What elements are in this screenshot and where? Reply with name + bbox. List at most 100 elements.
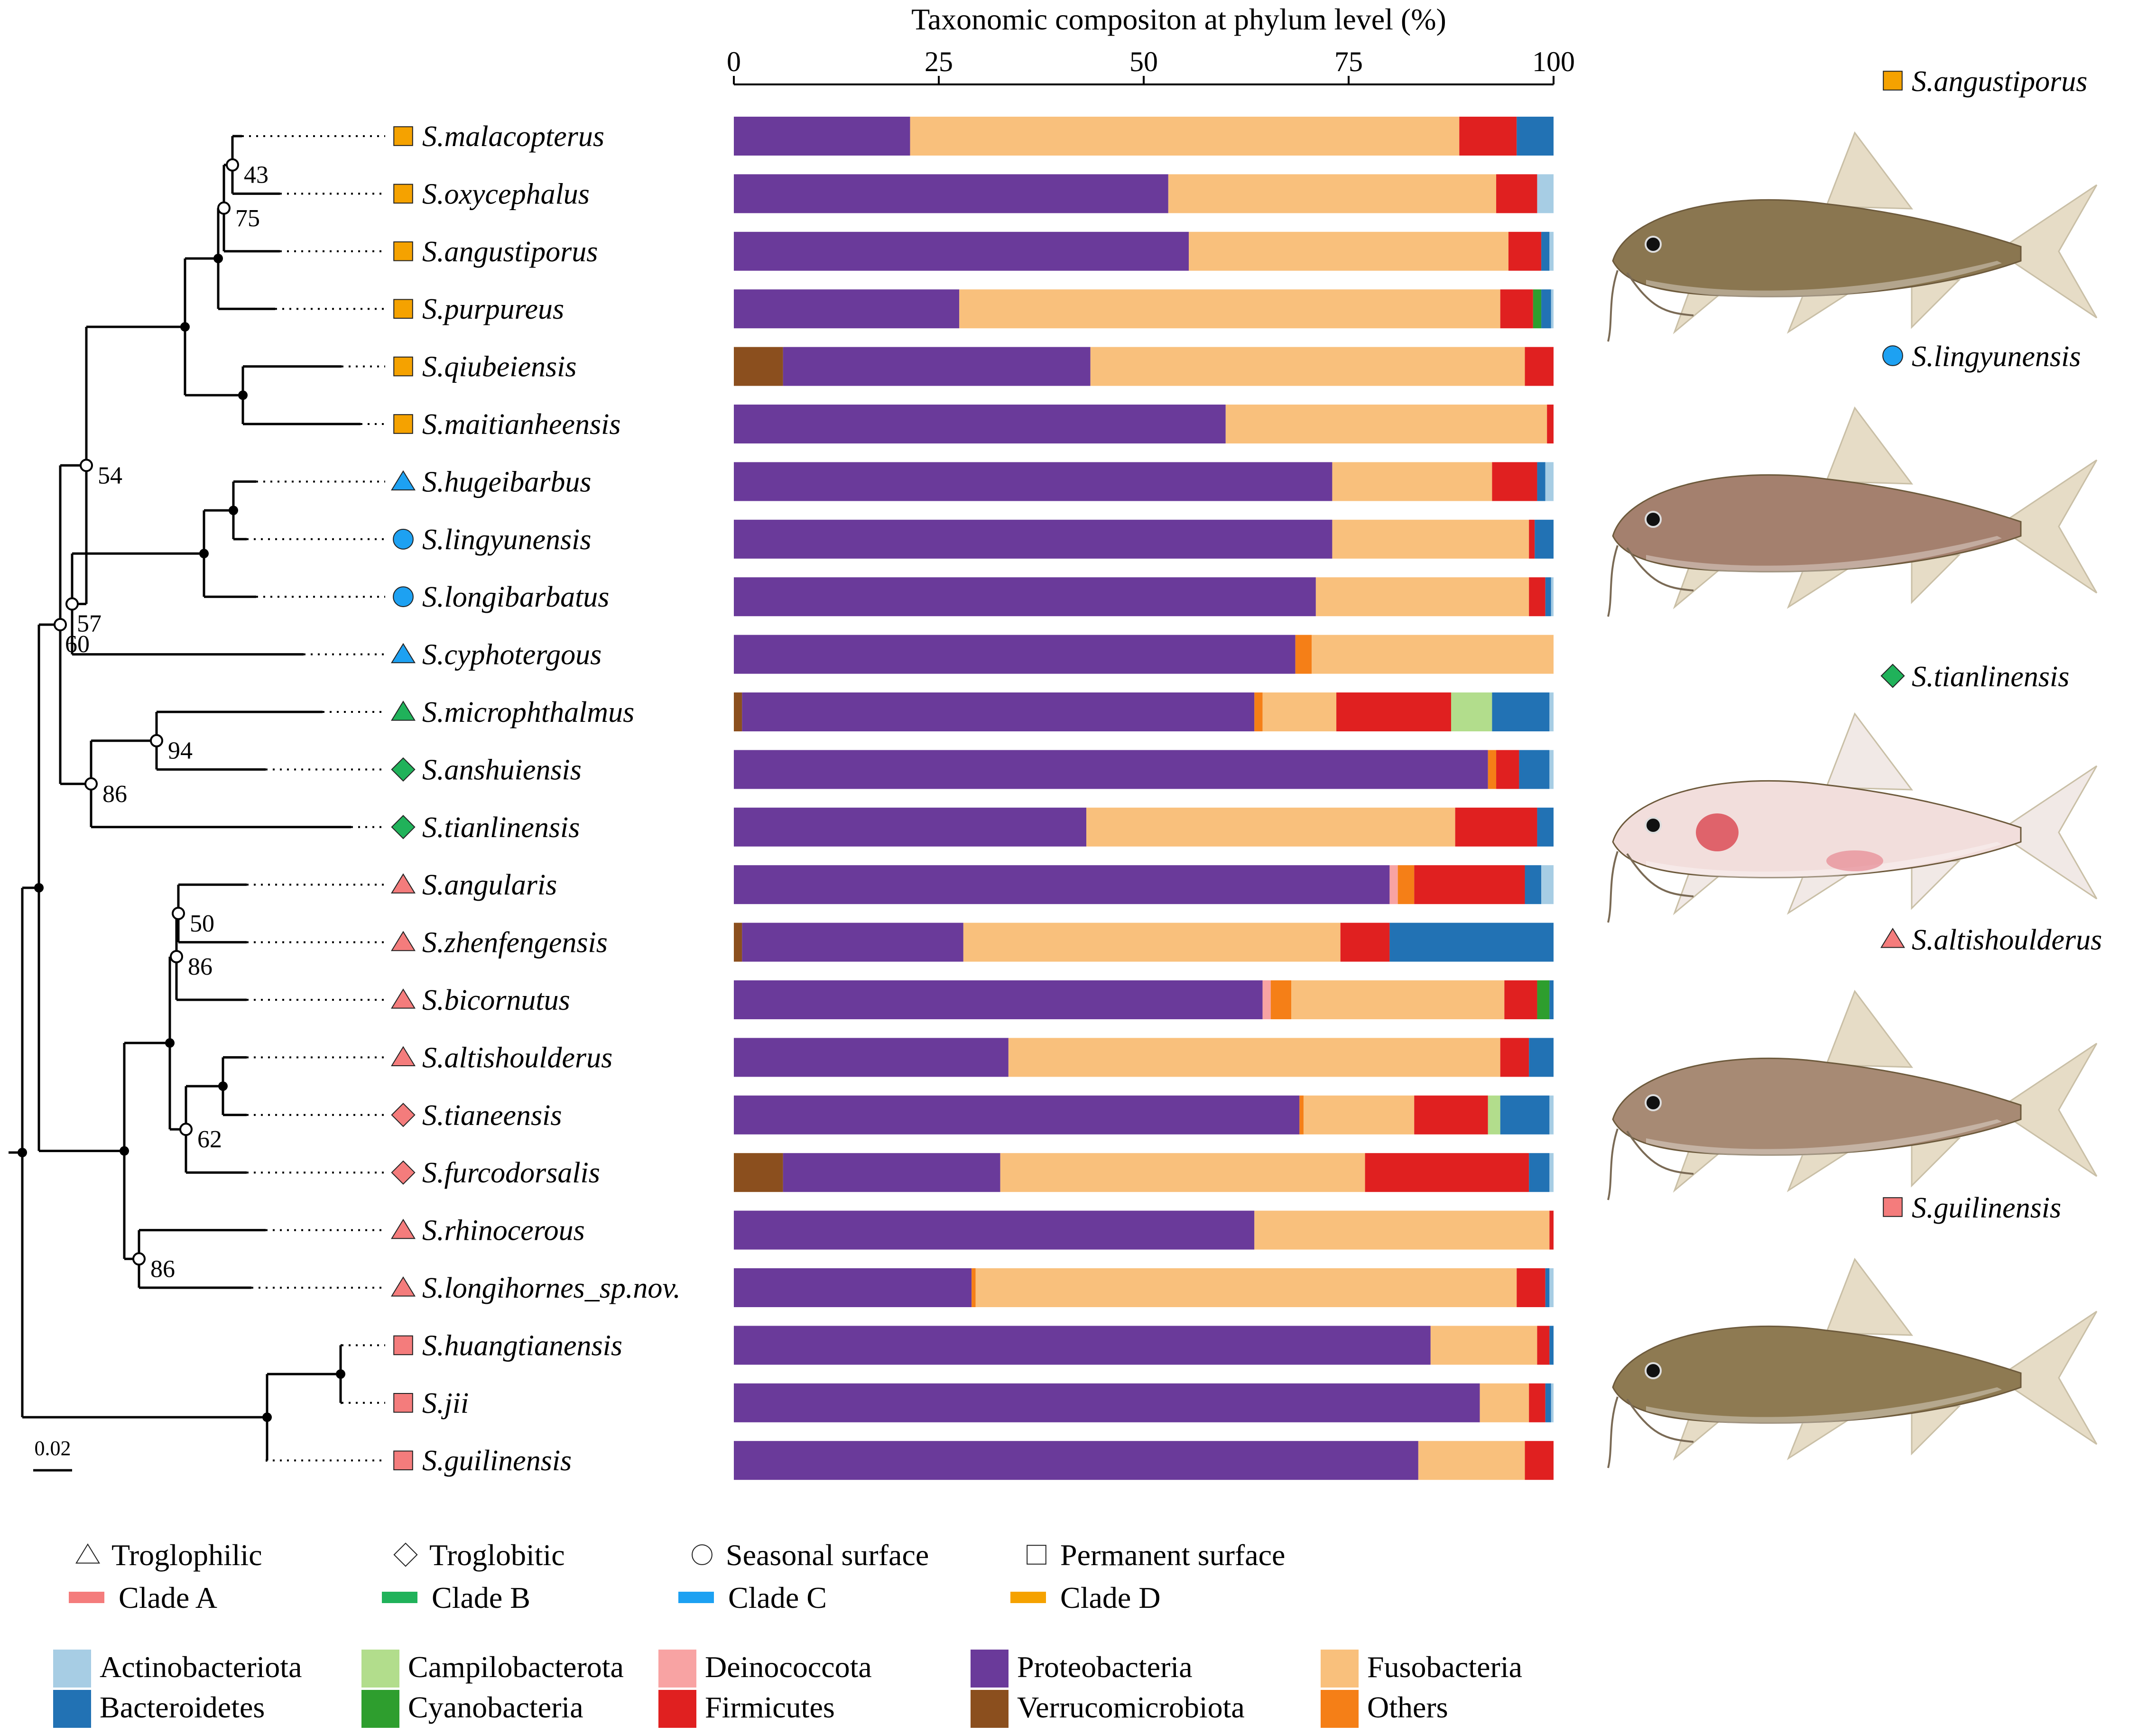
fish-tail xyxy=(1996,184,2098,319)
legend-phylum-label: Fusobacteria xyxy=(1367,1650,1522,1684)
fish-belly xyxy=(1646,1387,2002,1425)
bar-segment-firmicutes xyxy=(1517,1268,1545,1307)
fish-anal-fin xyxy=(1911,860,1961,910)
bar-segment-firmicutes xyxy=(1529,577,1545,617)
legend-clade-swatch xyxy=(1010,1592,1046,1603)
species-label: S.zhenfengensis xyxy=(422,927,608,959)
fish-eye xyxy=(1645,236,1662,253)
habitat-marker xyxy=(391,1103,416,1127)
bar-segment-actinobacteriota xyxy=(1541,865,1554,904)
legend-habitat-label: Permanent surface xyxy=(1060,1538,1285,1572)
bar-segment-deinococcota xyxy=(1389,865,1398,904)
bar-segment-proteobacteria xyxy=(734,405,1226,443)
fish-barbel xyxy=(1607,545,1619,617)
bar-segment-firmicutes xyxy=(1547,405,1554,443)
bar-segment-fusobacteria xyxy=(1332,519,1529,559)
legend-phylum-swatch xyxy=(658,1690,696,1728)
bar-segment-firmicutes xyxy=(1529,519,1535,559)
fish-habitat-marker xyxy=(1880,664,1905,688)
tree-node xyxy=(213,253,223,263)
bar-segment-fusobacteria xyxy=(1291,980,1505,1019)
legend-phylum-label: Bacteroidetes xyxy=(100,1690,265,1724)
legend-habitat-marker xyxy=(692,1544,712,1565)
fish-body xyxy=(1612,1057,2022,1156)
fish-belly xyxy=(1646,536,2002,573)
species-label: S.longihornes_sp.nov. xyxy=(422,1272,681,1304)
bar-segment-bacteroidetes xyxy=(1529,1153,1550,1192)
legend-habitat-label: Troglophilic xyxy=(111,1538,262,1572)
bar-segment-fusobacteria xyxy=(910,117,1460,156)
species-label: S.jii xyxy=(422,1387,469,1420)
legend-phylum-label: Verrucomicrobiota xyxy=(1017,1690,1245,1724)
bootstrap-value: 54 xyxy=(98,462,122,489)
tree-node xyxy=(218,1081,228,1091)
fish-dorsal-fin xyxy=(1825,712,1914,791)
bar-segment-bacteroidetes xyxy=(1545,577,1551,617)
tree-node xyxy=(336,1369,345,1379)
bar-segment-proteobacteria xyxy=(742,922,963,962)
bootstrap-node-open xyxy=(54,618,67,632)
bar-segment-fusobacteria xyxy=(1332,462,1492,501)
fish-label: S.guilinensis xyxy=(1912,1192,2061,1224)
bar-segment-firmicutes xyxy=(1537,1326,1550,1365)
bar-segment-cyanobacteria xyxy=(1537,980,1550,1019)
bar-segment-fusobacteria xyxy=(975,1268,1517,1307)
x-tick-label: 50 xyxy=(1129,46,1158,77)
bar-segment-proteobacteria xyxy=(734,519,1332,559)
fish-eye xyxy=(1645,511,1662,528)
bar-segment-fusobacteria xyxy=(963,922,1341,962)
fish-tail xyxy=(1996,1042,2098,1177)
bootstrap-node-open xyxy=(84,777,98,791)
legend-clade-label: Clade D xyxy=(1060,1581,1161,1614)
bar-segment-bacteroidetes xyxy=(1535,519,1554,559)
bar-segment-bacteroidetes xyxy=(1537,807,1554,847)
legend-clade-swatch xyxy=(382,1592,417,1603)
bar-segment-actinobacteriota xyxy=(1549,750,1554,789)
tree-node xyxy=(262,1412,272,1422)
habitat-marker xyxy=(393,414,413,434)
fish-anal-fin xyxy=(1911,279,1961,329)
fish-photo xyxy=(1607,989,2098,1200)
chart-title: Taxonomic compositon at phylum level (%) xyxy=(911,2,1446,36)
fish-body xyxy=(1612,1325,2022,1424)
bar-segment-fusobacteria xyxy=(1000,1153,1365,1192)
fish-dorsal-fin xyxy=(1825,989,1914,1068)
bar-segment-others xyxy=(1270,980,1292,1019)
bar-segment-others xyxy=(972,1268,976,1307)
habitat-marker xyxy=(391,701,416,721)
legend-phylum-label: Deinococcota xyxy=(705,1650,872,1684)
bar-segment-bacteroidetes xyxy=(1537,462,1545,501)
fish-body xyxy=(1612,780,2022,878)
species-label: S.oxycephalus xyxy=(422,178,590,210)
fish-photo xyxy=(1607,712,2098,923)
habitat-marker xyxy=(391,1046,416,1066)
bar-segment-proteobacteria xyxy=(734,174,1168,213)
bar-segment-actinobacteriota xyxy=(1549,692,1554,731)
legend-phylum-label: Others xyxy=(1367,1690,1448,1724)
bar-segment-actinobacteriota xyxy=(1551,289,1554,329)
bar-segment-firmicutes xyxy=(1496,174,1537,213)
habitat-marker xyxy=(391,470,416,490)
bar-segment-bacteroidetes xyxy=(1525,865,1542,904)
bar-segment-fusobacteria xyxy=(1418,1441,1525,1480)
species-label: S.qiubeiensis xyxy=(422,351,576,383)
species-label: S.furcodorsalis xyxy=(422,1157,600,1189)
bar-segment-firmicutes xyxy=(1414,1095,1488,1134)
legend-phylum-swatch xyxy=(971,1690,1009,1728)
species-label: S.guilinensis xyxy=(422,1445,572,1477)
bar-segment-actinobacteriota xyxy=(1549,231,1554,271)
bar-segment-bacteroidetes xyxy=(1492,692,1550,731)
species-label: S.rhinocerous xyxy=(422,1215,585,1247)
bootstrap-node-open xyxy=(80,459,93,472)
bar-segment-others xyxy=(1295,635,1312,674)
bar-segment-bacteroidetes xyxy=(1545,1383,1551,1422)
bar-segment-proteobacteria xyxy=(734,1210,1255,1250)
bootstrap-node-open xyxy=(170,950,183,963)
bar-segment-firmicutes xyxy=(1549,1210,1554,1250)
fish-dorsal-fin xyxy=(1825,1257,1914,1336)
species-label: S.tianlinensis xyxy=(422,812,580,844)
bar-segment-fusobacteria xyxy=(1315,577,1529,617)
tree-node xyxy=(120,1146,129,1156)
legend-phylum-label: Firmicutes xyxy=(705,1690,835,1724)
